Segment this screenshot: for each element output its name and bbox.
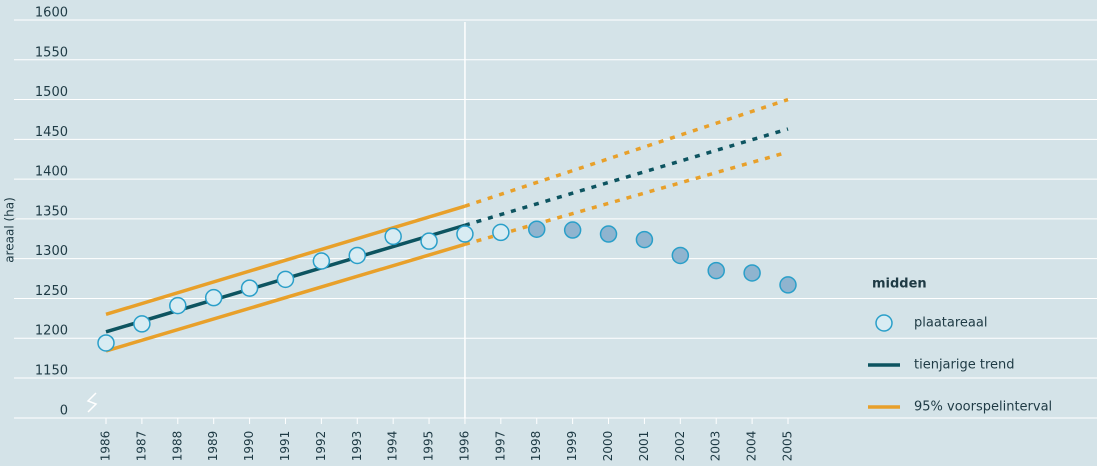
x-tick-label: 1993 [350,431,364,462]
x-tick-label: 1988 [170,431,184,462]
x-tick-label: 1987 [134,431,148,462]
y-tick-label: 1300 [35,244,68,259]
x-tick-label: 1999 [565,431,579,462]
legend-label: tienjarige trend [914,358,1015,373]
x-tick-label: 2005 [781,431,795,462]
y-tick-label: 1200 [35,324,68,339]
data-point [276,270,295,289]
y-tick-label: 1400 [35,165,68,180]
data-point [133,315,151,333]
data-point [563,221,582,239]
x-tick-label: 2004 [745,431,759,462]
data-point [599,225,618,243]
y-tick-label: 1350 [35,204,68,219]
series-line [464,127,789,227]
data-point [97,334,115,352]
data-point [707,261,725,280]
y-tick-label: 1550 [35,45,68,60]
x-tick-label: 1998 [529,431,543,462]
x-tick-label: 1989 [206,431,220,462]
data-point [169,296,187,315]
series-line [105,204,466,317]
data-point [635,230,654,249]
y-tick-label: 1150 [35,364,68,379]
x-tick-label: 1992 [314,431,328,462]
axis-break [86,392,98,413]
data-point [671,246,690,265]
series-line [105,242,466,353]
data-point [384,227,402,246]
legend-label: 95% voorspelinterval [914,400,1052,415]
y-tick-label: 1600 [35,6,68,21]
x-tick-label: 1996 [457,431,471,462]
x-tick-label: 2003 [709,431,723,462]
legend-label: plaatareaal [914,316,987,331]
y-axis-label: areaal (ha) [3,197,17,263]
data-point [420,232,438,250]
x-tick-label: 2002 [673,431,687,462]
y-tick-label: 1500 [35,85,68,100]
x-tick-label: 1997 [493,431,507,462]
y-tick-label: 1450 [35,125,68,140]
x-tick-label: 1995 [422,431,436,462]
x-tick-label: 1990 [242,431,256,462]
data-point [348,246,367,265]
x-tick-label: 1991 [278,431,292,462]
data-point [240,279,259,297]
legend-marker [875,314,893,332]
data-point [456,225,474,243]
legend-title: midden [872,277,927,292]
data-point [204,288,223,307]
data-point [527,220,546,238]
y-tick-label: 1250 [35,284,68,299]
series-line [464,150,789,247]
x-tick-label: 2000 [601,431,615,462]
series-line [464,97,789,208]
x-tick-label: 2001 [637,431,651,462]
x-tick-label: 1986 [99,431,113,462]
x-tick-label: 1994 [386,431,400,462]
data-point [779,276,797,294]
y-tick-label: 0 [60,404,68,419]
data-point [492,223,510,242]
data-point [312,252,331,270]
data-point [743,264,761,282]
